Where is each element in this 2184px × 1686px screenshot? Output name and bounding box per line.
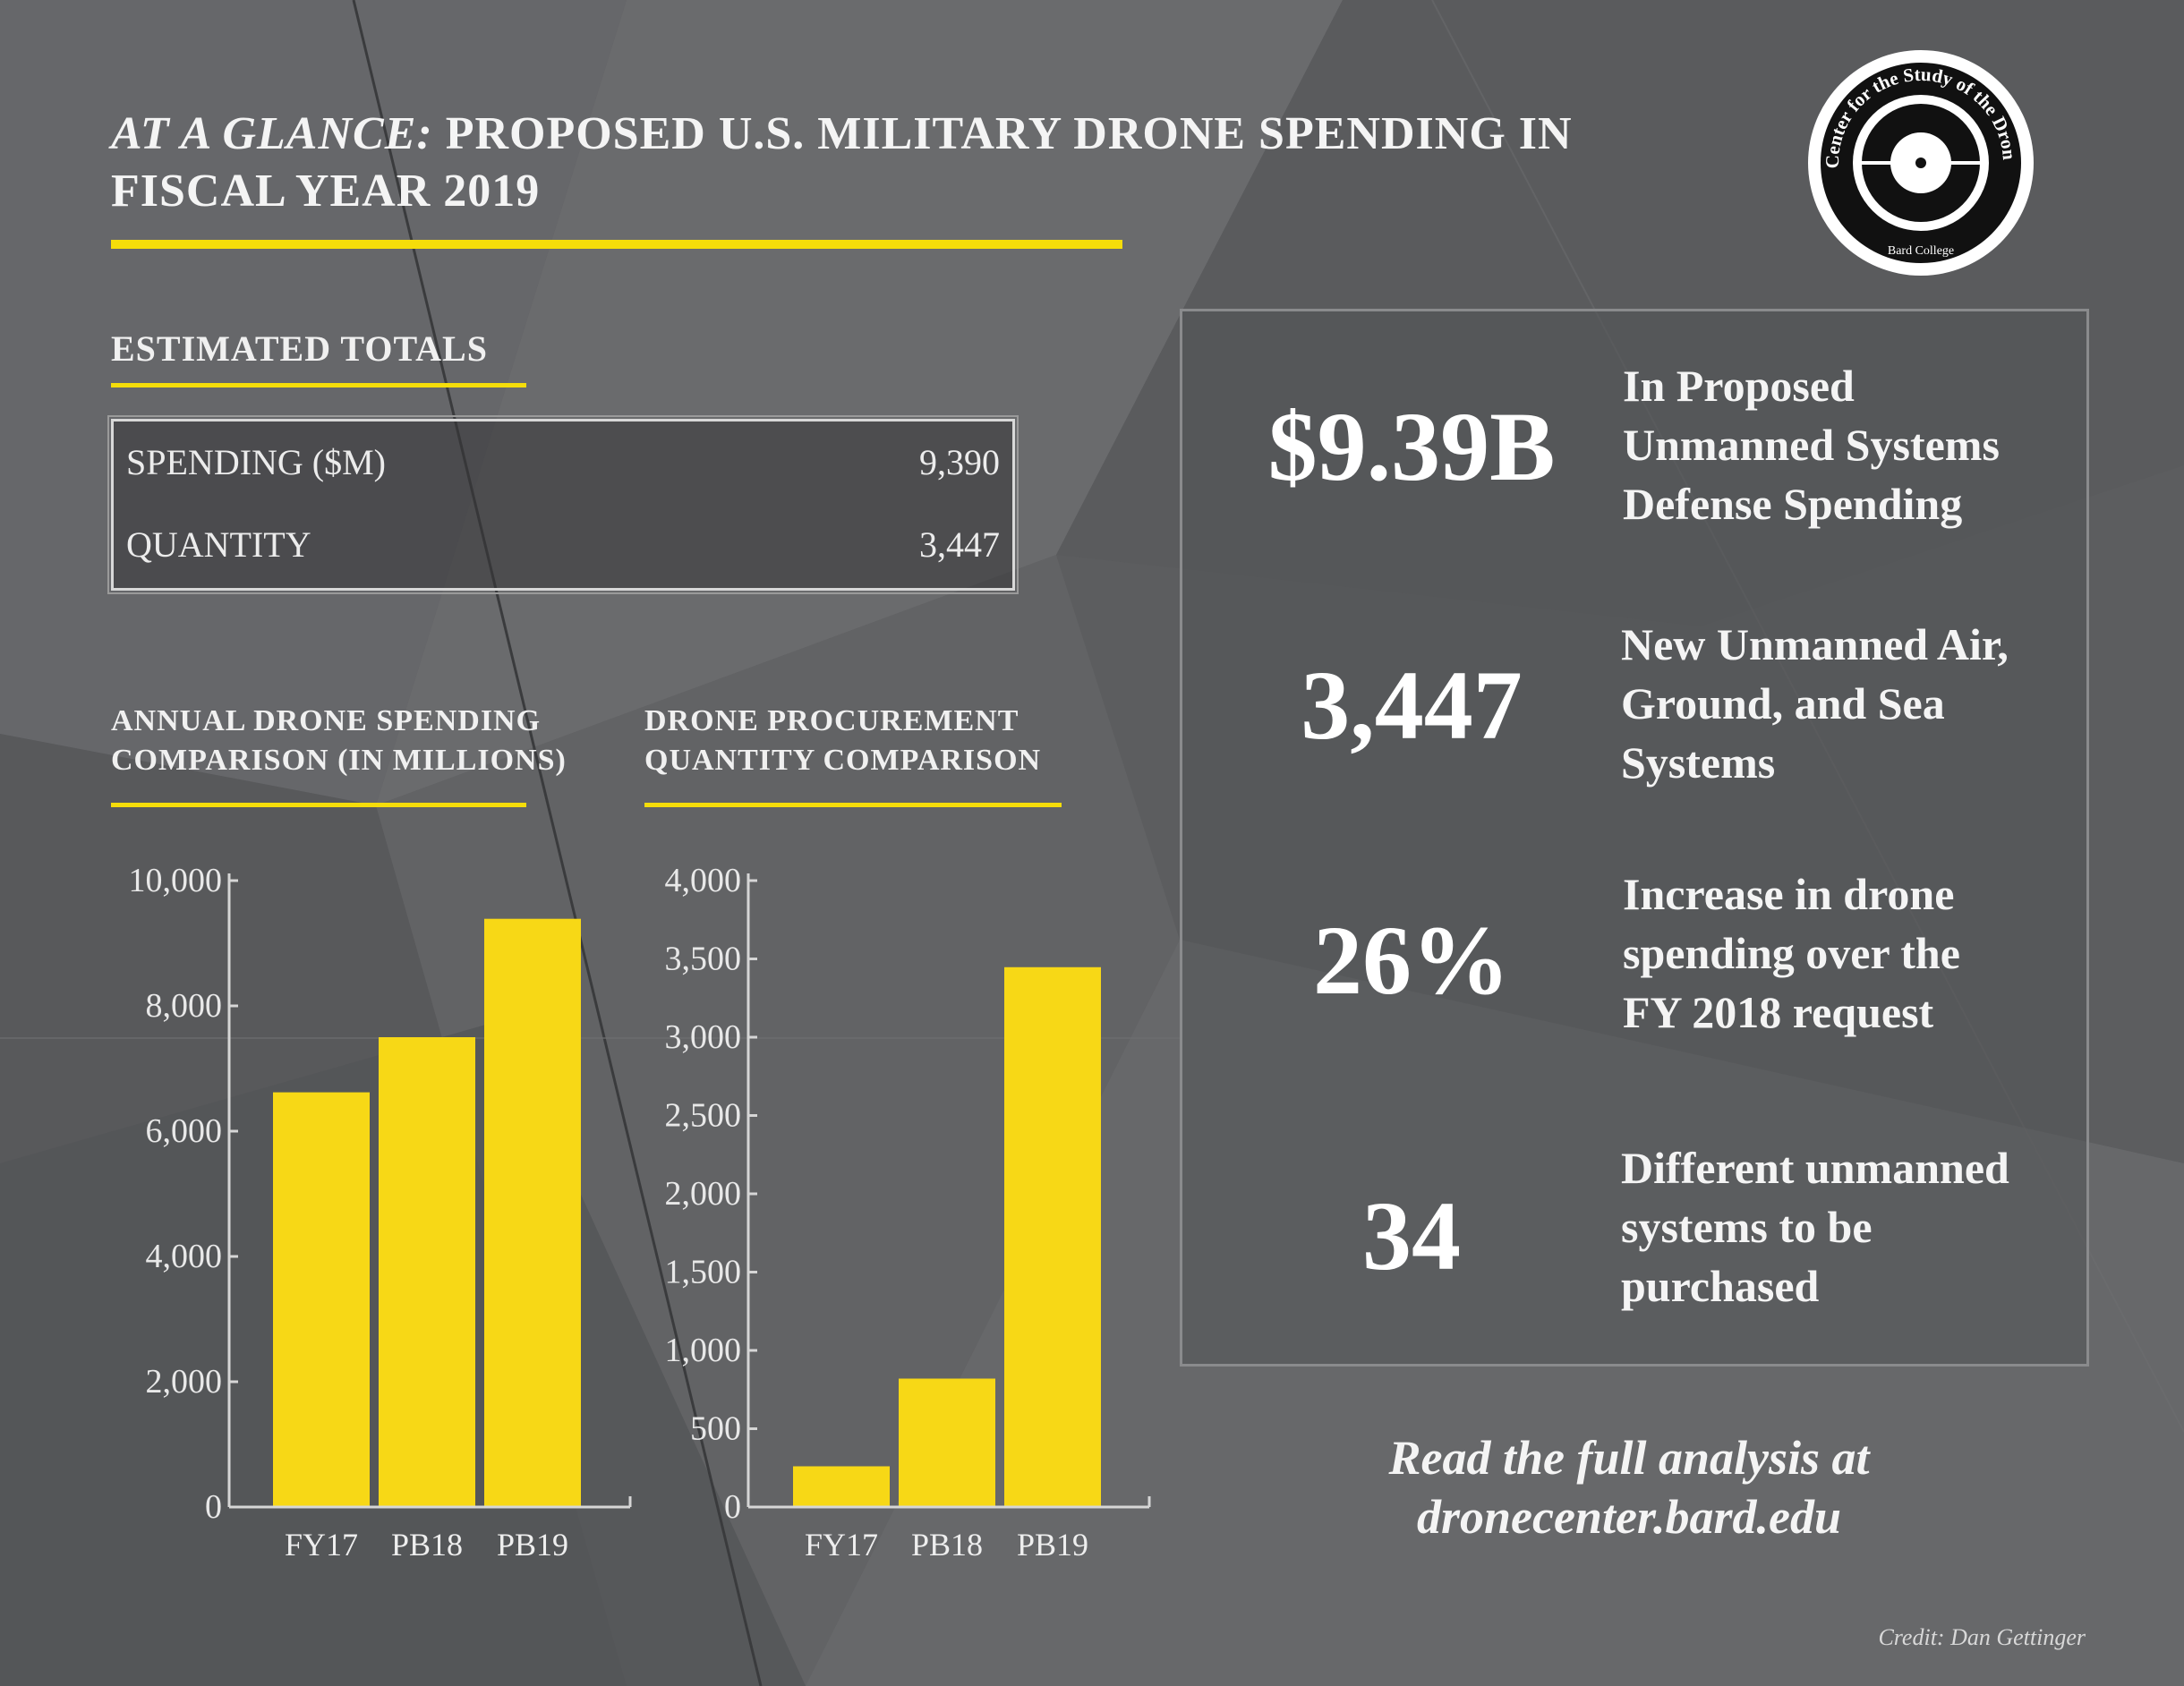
quantity-bar-chart: FY17 PB18 PB19 0 500 1,000 1,500 2,000 2,500 3,00… (665, 862, 1151, 1563)
y-tick-label: 4,000 (665, 862, 742, 899)
stat-desc-line: Ground, and Sea (1621, 678, 1945, 728)
quantity-chart-heading: DRONE PROCUREMENT QUANTITY COMPARISON (644, 702, 1041, 780)
stat-desc-line: FY 2018 request (1623, 987, 1934, 1037)
bar-pb19 (484, 918, 581, 1507)
title-italic-lead: AT A GLANCE: (111, 108, 433, 159)
y-tick-label: 0 (205, 1488, 222, 1526)
y-tick-label: 2,500 (665, 1097, 742, 1135)
x-tick-label: PB19 (1017, 1527, 1088, 1563)
quantity-heading-line-1: DRONE PROCUREMENT (644, 704, 1019, 737)
center-for-study-of-drone-logo: Center for the Study of the Drone Bard C… (1804, 47, 2034, 276)
x-tick-label: PB18 (911, 1527, 983, 1563)
totals-outer-frame (107, 415, 1019, 594)
title-line-1: AT A GLANCE: PROPOSED U.S. MILITARY DRON… (111, 106, 1651, 163)
totals-value: 3,447 (919, 524, 1000, 565)
stat-desc-line: In Proposed (1623, 361, 1855, 411)
title-line-1-rest: PROPOSED U.S. MILITARY DRONE SPENDING IN (432, 108, 1573, 159)
totals-value: 9,390 (919, 442, 1000, 482)
x-tick-label: FY17 (285, 1527, 358, 1563)
stat-desc-quantity: New Unmanned Air, Ground, and Sea System… (1621, 615, 2069, 792)
totals-row-quantity: QUANTITY 3,447 (126, 524, 1000, 577)
bar-pb18 (899, 1378, 995, 1507)
stat-value-quantity: 3,447 (1301, 651, 1523, 760)
stat-desc-line: purchased (1621, 1261, 1820, 1311)
spending-heading-underline (111, 803, 526, 807)
y-tick-label: 500 (690, 1410, 741, 1448)
y-tick-label: 6,000 (146, 1112, 223, 1150)
y-tick-label: 3,500 (665, 941, 742, 978)
stat-desc-spending: In Proposed Unmanned Systems Defense Spe… (1623, 356, 2070, 533)
x-tick-label: PB18 (391, 1527, 463, 1563)
stat-desc-line: spending over the (1623, 928, 1960, 978)
estimated-totals-heading: ESTIMATED TOTALS (111, 328, 488, 369)
x-tick-label: PB19 (497, 1527, 568, 1563)
spending-heading-line-2: COMPARISON (IN MILLIONS) (111, 744, 567, 777)
y-tick-label: 2,000 (146, 1363, 223, 1401)
read-more-link[interactable]: Read the full analysis at dronecenter.ba… (1316, 1428, 1942, 1546)
bar-fy17 (273, 1092, 370, 1507)
stat-desc-line: Different unmanned (1621, 1143, 2009, 1193)
stat-desc-systems: Different unmanned systems to be purchas… (1621, 1138, 2069, 1316)
y-tick-label: 3,000 (665, 1018, 742, 1056)
spending-heading-line-1: ANNUAL DRONE SPENDING (111, 704, 542, 737)
stat-desc-line: Defense Spending (1623, 479, 1963, 529)
stat-desc-line: systems to be (1621, 1202, 1873, 1252)
estimated-totals-table: SPENDING ($M) 9,390 QUANTITY 3,447 (107, 415, 1019, 594)
stats-panel: $9.39B In Proposed Unmanned Systems Defe… (1180, 309, 2089, 1367)
credit-text: Credit: Dan Gettinger (1878, 1624, 2086, 1650)
x-tick-label: FY17 (805, 1527, 878, 1563)
title-underline (111, 240, 1122, 249)
stat-desc-line: Systems (1621, 737, 1776, 788)
totals-label: QUANTITY (126, 524, 311, 565)
totals-label: SPENDING ($M) (126, 442, 386, 482)
page-title: AT A GLANCE: PROPOSED U.S. MILITARY DRON… (111, 106, 1651, 220)
totals-row-spending: SPENDING ($M) 9,390 (126, 441, 1000, 495)
stat-desc-line: New Unmanned Air, (1621, 619, 2009, 669)
bar-pb18 (379, 1037, 475, 1507)
y-tick-label: 1,500 (665, 1254, 742, 1291)
stat-value-spending: $9.39B (1267, 392, 1556, 501)
y-tick-label: 1,000 (665, 1332, 742, 1369)
bar-pb19 (1004, 966, 1101, 1507)
y-tick-label: 0 (724, 1488, 741, 1526)
stat-value-increase: 26% (1313, 906, 1510, 1015)
y-tick-label: 10,000 (129, 862, 223, 899)
spending-chart-heading: ANNUAL DRONE SPENDING COMPARISON (IN MIL… (111, 702, 567, 780)
stat-desc-line: Increase in drone (1623, 869, 1955, 919)
read-more-line-1: Read the full analysis at (1388, 1431, 1870, 1485)
stat-desc-line: Unmanned Systems (1623, 420, 2000, 470)
quantity-heading-line-2: QUANTITY COMPARISON (644, 744, 1042, 777)
y-tick-label: 2,000 (665, 1175, 742, 1213)
title-line-2: FISCAL YEAR 2019 (111, 166, 541, 217)
stat-desc-increase: Increase in drone spending over the FY 2… (1623, 864, 2070, 1042)
logo-bottom-text: Bard College (1888, 244, 1954, 258)
bar-fy17 (793, 1466, 890, 1507)
quantity-heading-underline (644, 803, 1062, 807)
y-tick-label: 8,000 (146, 987, 223, 1025)
estimated-totals-underline (111, 383, 526, 387)
spending-bar-chart: FY17 PB18 PB19 0 2,000 4,000 6,000 8,000 10,000 (129, 862, 632, 1563)
y-tick-label: 4,000 (146, 1238, 223, 1275)
stat-value-systems: 34 (1362, 1181, 1461, 1290)
read-more-url[interactable]: dronecenter.bard.edu (1416, 1490, 1841, 1544)
